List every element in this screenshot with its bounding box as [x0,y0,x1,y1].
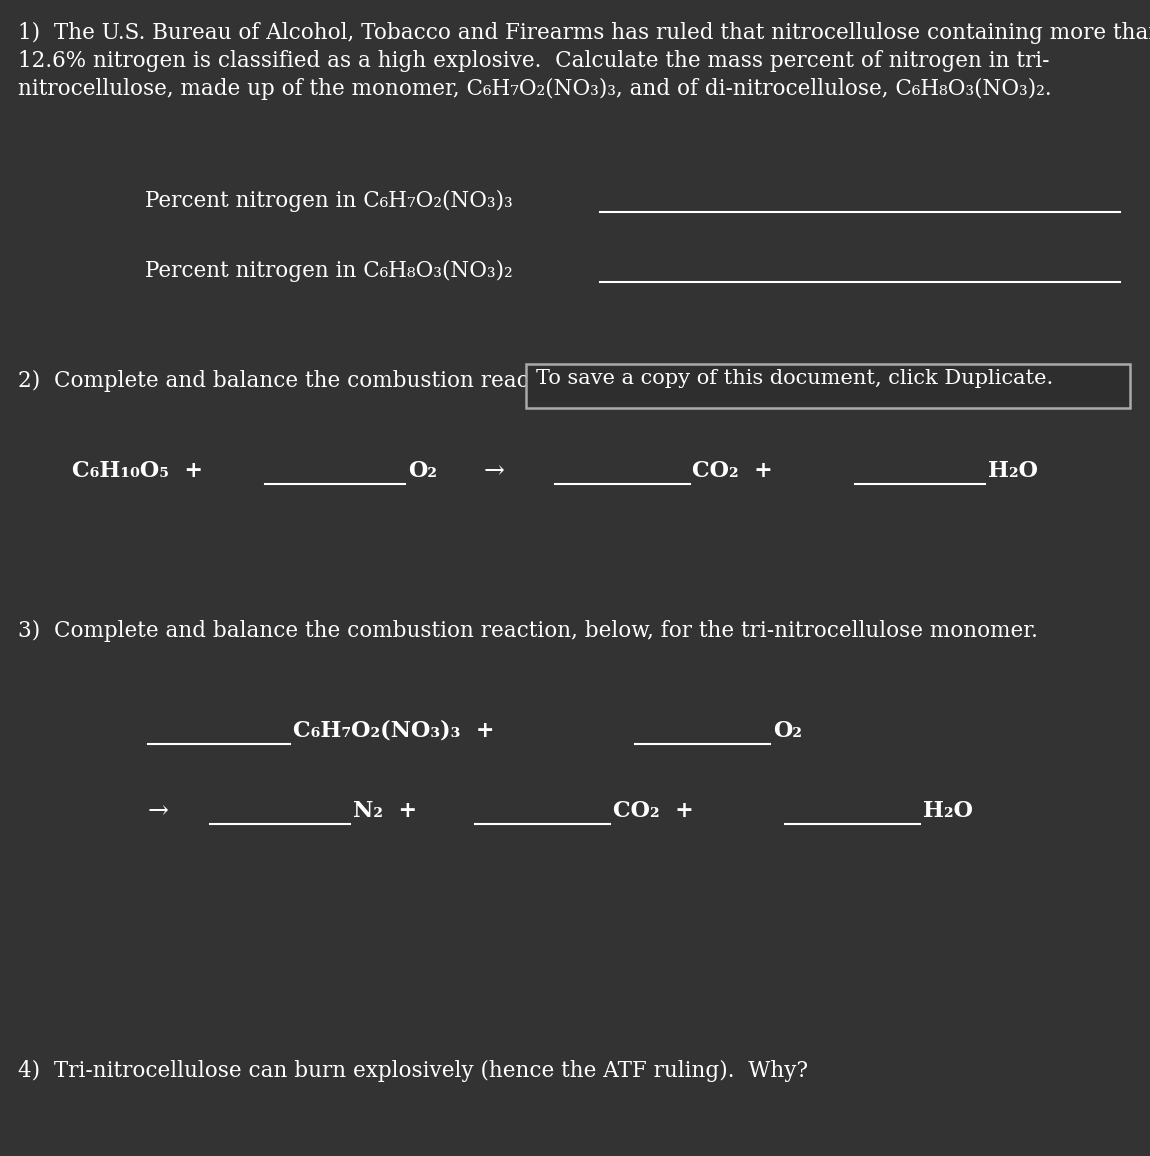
Text: H₂O: H₂O [988,460,1038,482]
Text: O₂: O₂ [773,720,802,742]
Text: →: → [484,460,505,483]
Text: C₆H₁₀O₅  +: C₆H₁₀O₅ + [72,460,204,482]
Text: 12.6% nitrogen is classified as a high explosive.  Calculate the mass percent of: 12.6% nitrogen is classified as a high e… [18,50,1050,72]
Text: O₂: O₂ [408,460,437,482]
Text: H₂O: H₂O [923,800,973,822]
FancyBboxPatch shape [526,364,1130,408]
Text: →: → [148,800,169,823]
Text: Percent nitrogen in C₆H₇O₂(NO₃)₃: Percent nitrogen in C₆H₇O₂(NO₃)₃ [145,190,513,212]
Text: N₂  +: N₂ + [353,800,417,822]
Text: CO₂  +: CO₂ + [692,460,773,482]
Text: 2)  Complete and balance the combustion reaction, b: 2) Complete and balance the combustion r… [18,370,599,392]
Text: CO₂  +: CO₂ + [613,800,693,822]
Text: 3)  Complete and balance the combustion reaction, below, for the tri-nitrocellul: 3) Complete and balance the combustion r… [18,620,1038,642]
Text: Percent nitrogen in C₆H₈O₃(NO₃)₂: Percent nitrogen in C₆H₈O₃(NO₃)₂ [145,260,513,282]
Text: 4)  Tri-nitrocellulose can burn explosively (hence the ATF ruling).  Why?: 4) Tri-nitrocellulose can burn explosive… [18,1060,808,1082]
Text: C₆H₇O₂(NO₃)₃  +: C₆H₇O₂(NO₃)₃ + [293,720,494,742]
Text: To save a copy of this document, click Duplicate.: To save a copy of this document, click D… [536,369,1053,388]
Text: nitrocellulose, made up of the monomer, C₆H₇O₂(NO₃)₃, and of di-nitrocellulose, : nitrocellulose, made up of the monomer, … [18,77,1051,101]
Text: 1)  The U.S. Bureau of Alcohol, Tobacco and Firearms has ruled that nitrocellulo: 1) The U.S. Bureau of Alcohol, Tobacco a… [18,22,1150,44]
